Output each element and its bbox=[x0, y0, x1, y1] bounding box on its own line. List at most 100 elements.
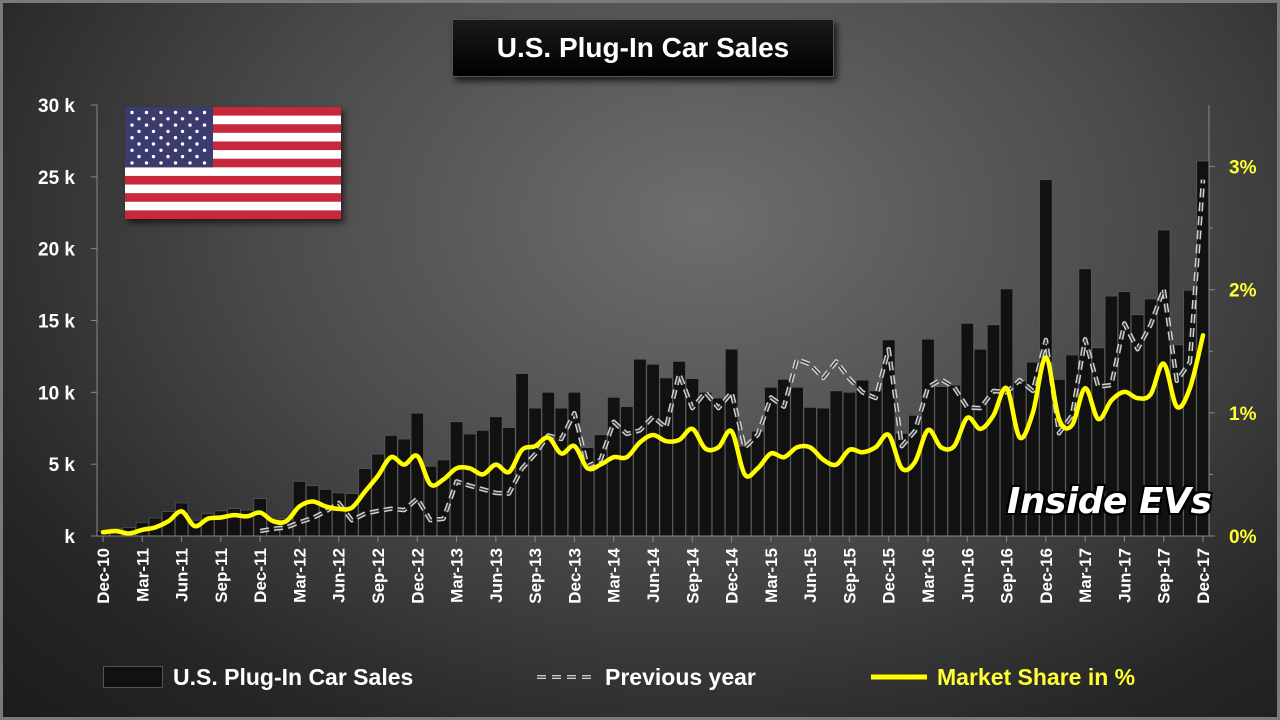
right-tick-label: 1% bbox=[1229, 404, 1257, 425]
flag-star bbox=[173, 110, 178, 115]
bar-Sep-13 bbox=[528, 407, 542, 537]
legend-item-previous-year: Previous year bbox=[535, 655, 756, 699]
x-tick-label: Sep-13 bbox=[526, 548, 545, 604]
flag-star bbox=[180, 129, 185, 134]
x-tick-label: Jun-16 bbox=[958, 548, 977, 603]
x-tick-label: Mar-14 bbox=[605, 547, 624, 602]
x-tick-label: Jun-17 bbox=[1115, 548, 1134, 603]
x-tick-label: Dec-15 bbox=[880, 548, 899, 604]
bar-Feb-13 bbox=[436, 459, 451, 537]
x-tick-label: Jun-15 bbox=[801, 548, 820, 603]
flag-star bbox=[159, 110, 163, 115]
right-tick-label: 3% bbox=[1229, 158, 1257, 179]
flag-star bbox=[195, 154, 199, 159]
x-tick-label: Jun-12 bbox=[330, 548, 349, 603]
flag-stripe bbox=[125, 210, 341, 219]
x-tick-label: Mar-15 bbox=[762, 548, 781, 603]
flag-star bbox=[144, 110, 149, 115]
left-tick-label: 25 k bbox=[38, 168, 75, 189]
flag-star bbox=[166, 142, 170, 146]
flag-star bbox=[188, 136, 192, 140]
x-tick-label: Dec-10 bbox=[94, 548, 113, 604]
bar-Nov-14 bbox=[711, 397, 726, 537]
legend-label-sales: U.S. Plug-In Car Sales bbox=[173, 663, 414, 690]
chart-plot: 30 k 25 k 20 k 15 k 10 k 5 k k 3% 2% 1% 0% Dec-10 Ma… bbox=[38, 96, 1257, 604]
flag-stripe bbox=[125, 141, 341, 151]
x-tick-label: Sep-11 bbox=[212, 548, 231, 603]
bar-Jun-14 bbox=[646, 363, 660, 537]
x-tick-label: Dec-16 bbox=[1037, 548, 1056, 604]
flag-star bbox=[202, 148, 207, 152]
flag-star bbox=[195, 142, 199, 146]
flag-star bbox=[137, 154, 141, 159]
previous-year-line-inner bbox=[259, 179, 1204, 532]
x-tick-label: Mar-12 bbox=[290, 548, 309, 603]
flag-stripe bbox=[125, 132, 341, 142]
flag-star bbox=[159, 161, 163, 165]
flag-star bbox=[202, 161, 207, 165]
legend-swatch-sales bbox=[103, 666, 163, 688]
flag-star bbox=[202, 136, 207, 140]
flag-star bbox=[188, 161, 192, 165]
flag-star bbox=[188, 148, 192, 152]
x-tick-label: Dec-11 bbox=[251, 548, 270, 603]
x-tick-label: Dec-14 bbox=[723, 547, 742, 603]
flag-star bbox=[130, 136, 134, 140]
flag-star bbox=[151, 154, 156, 159]
flag-star bbox=[195, 117, 199, 121]
flag-star bbox=[130, 161, 134, 165]
market-share-group bbox=[100, 333, 1206, 536]
left-tick-label: 10 k bbox=[38, 383, 75, 404]
flag-star bbox=[159, 123, 163, 127]
x-tick-label: Sep-15 bbox=[840, 548, 859, 604]
flag-star bbox=[202, 123, 207, 127]
flag-stripe bbox=[125, 193, 341, 203]
flag-star bbox=[166, 129, 170, 134]
flag-star bbox=[180, 117, 185, 121]
bar-Oct-15 bbox=[855, 379, 870, 537]
bar-Dec-12 bbox=[410, 412, 424, 537]
bar-Mar-14 bbox=[607, 397, 621, 537]
x-tick-label: Sep-17 bbox=[1155, 548, 1174, 604]
flag-stripe bbox=[125, 150, 341, 159]
flag-star bbox=[173, 148, 178, 152]
bar-May-16 bbox=[947, 384, 961, 537]
axes-group: 30 k 25 k 20 k 15 k 10 k 5 k k 3% 2% 1% 0% Dec-10 Ma… bbox=[38, 96, 1257, 604]
x-tick-label: Dec-17 bbox=[1194, 548, 1213, 604]
flag-canton bbox=[125, 107, 213, 168]
us-flag-icon bbox=[125, 107, 341, 219]
left-tick-label: 15 k bbox=[38, 312, 75, 333]
flag-star bbox=[137, 142, 141, 146]
chart-legend: U.S. Plug-In Car Sales Previous year Mar… bbox=[3, 655, 1277, 699]
bar-Jun-12 bbox=[332, 492, 346, 537]
x-tick-label: Jun-13 bbox=[487, 548, 506, 603]
chart-title: U.S. Plug-In Car Sales bbox=[496, 32, 790, 63]
bar-Aug-12 bbox=[358, 468, 372, 537]
flag-stripe bbox=[125, 201, 341, 211]
flag-stripe bbox=[125, 184, 341, 194]
bar-Jan-16 bbox=[895, 432, 909, 537]
flag-stripe bbox=[125, 167, 341, 177]
bar-Apr-16 bbox=[934, 386, 948, 537]
x-tick-label: Jun-14 bbox=[644, 547, 663, 602]
flag-star bbox=[159, 136, 163, 140]
bar-Nov-15 bbox=[869, 390, 883, 537]
bar-Oct-12 bbox=[384, 435, 398, 537]
flag-star bbox=[137, 129, 141, 134]
bar-Feb-15 bbox=[751, 430, 765, 537]
legend-label-previous-year: Previous year bbox=[605, 663, 756, 690]
bar-Jul-14 bbox=[659, 377, 673, 537]
right-tick-label: 2% bbox=[1229, 281, 1257, 302]
flag-star bbox=[159, 148, 163, 152]
flag-star bbox=[144, 161, 149, 165]
x-tick-label: Mar-16 bbox=[919, 548, 938, 603]
bar-Jul-16 bbox=[973, 348, 987, 537]
bar-Aug-16 bbox=[986, 324, 1001, 537]
bar-Jul-15 bbox=[816, 407, 830, 537]
bar-Oct-13 bbox=[541, 391, 555, 537]
legend-item-sales: U.S. Plug-In Car Sales bbox=[103, 655, 413, 699]
bar-Apr-14 bbox=[620, 406, 634, 537]
flag-star bbox=[151, 129, 156, 134]
legend-label-market-share: Market Share in % bbox=[937, 663, 1136, 690]
flag-star bbox=[166, 117, 170, 121]
